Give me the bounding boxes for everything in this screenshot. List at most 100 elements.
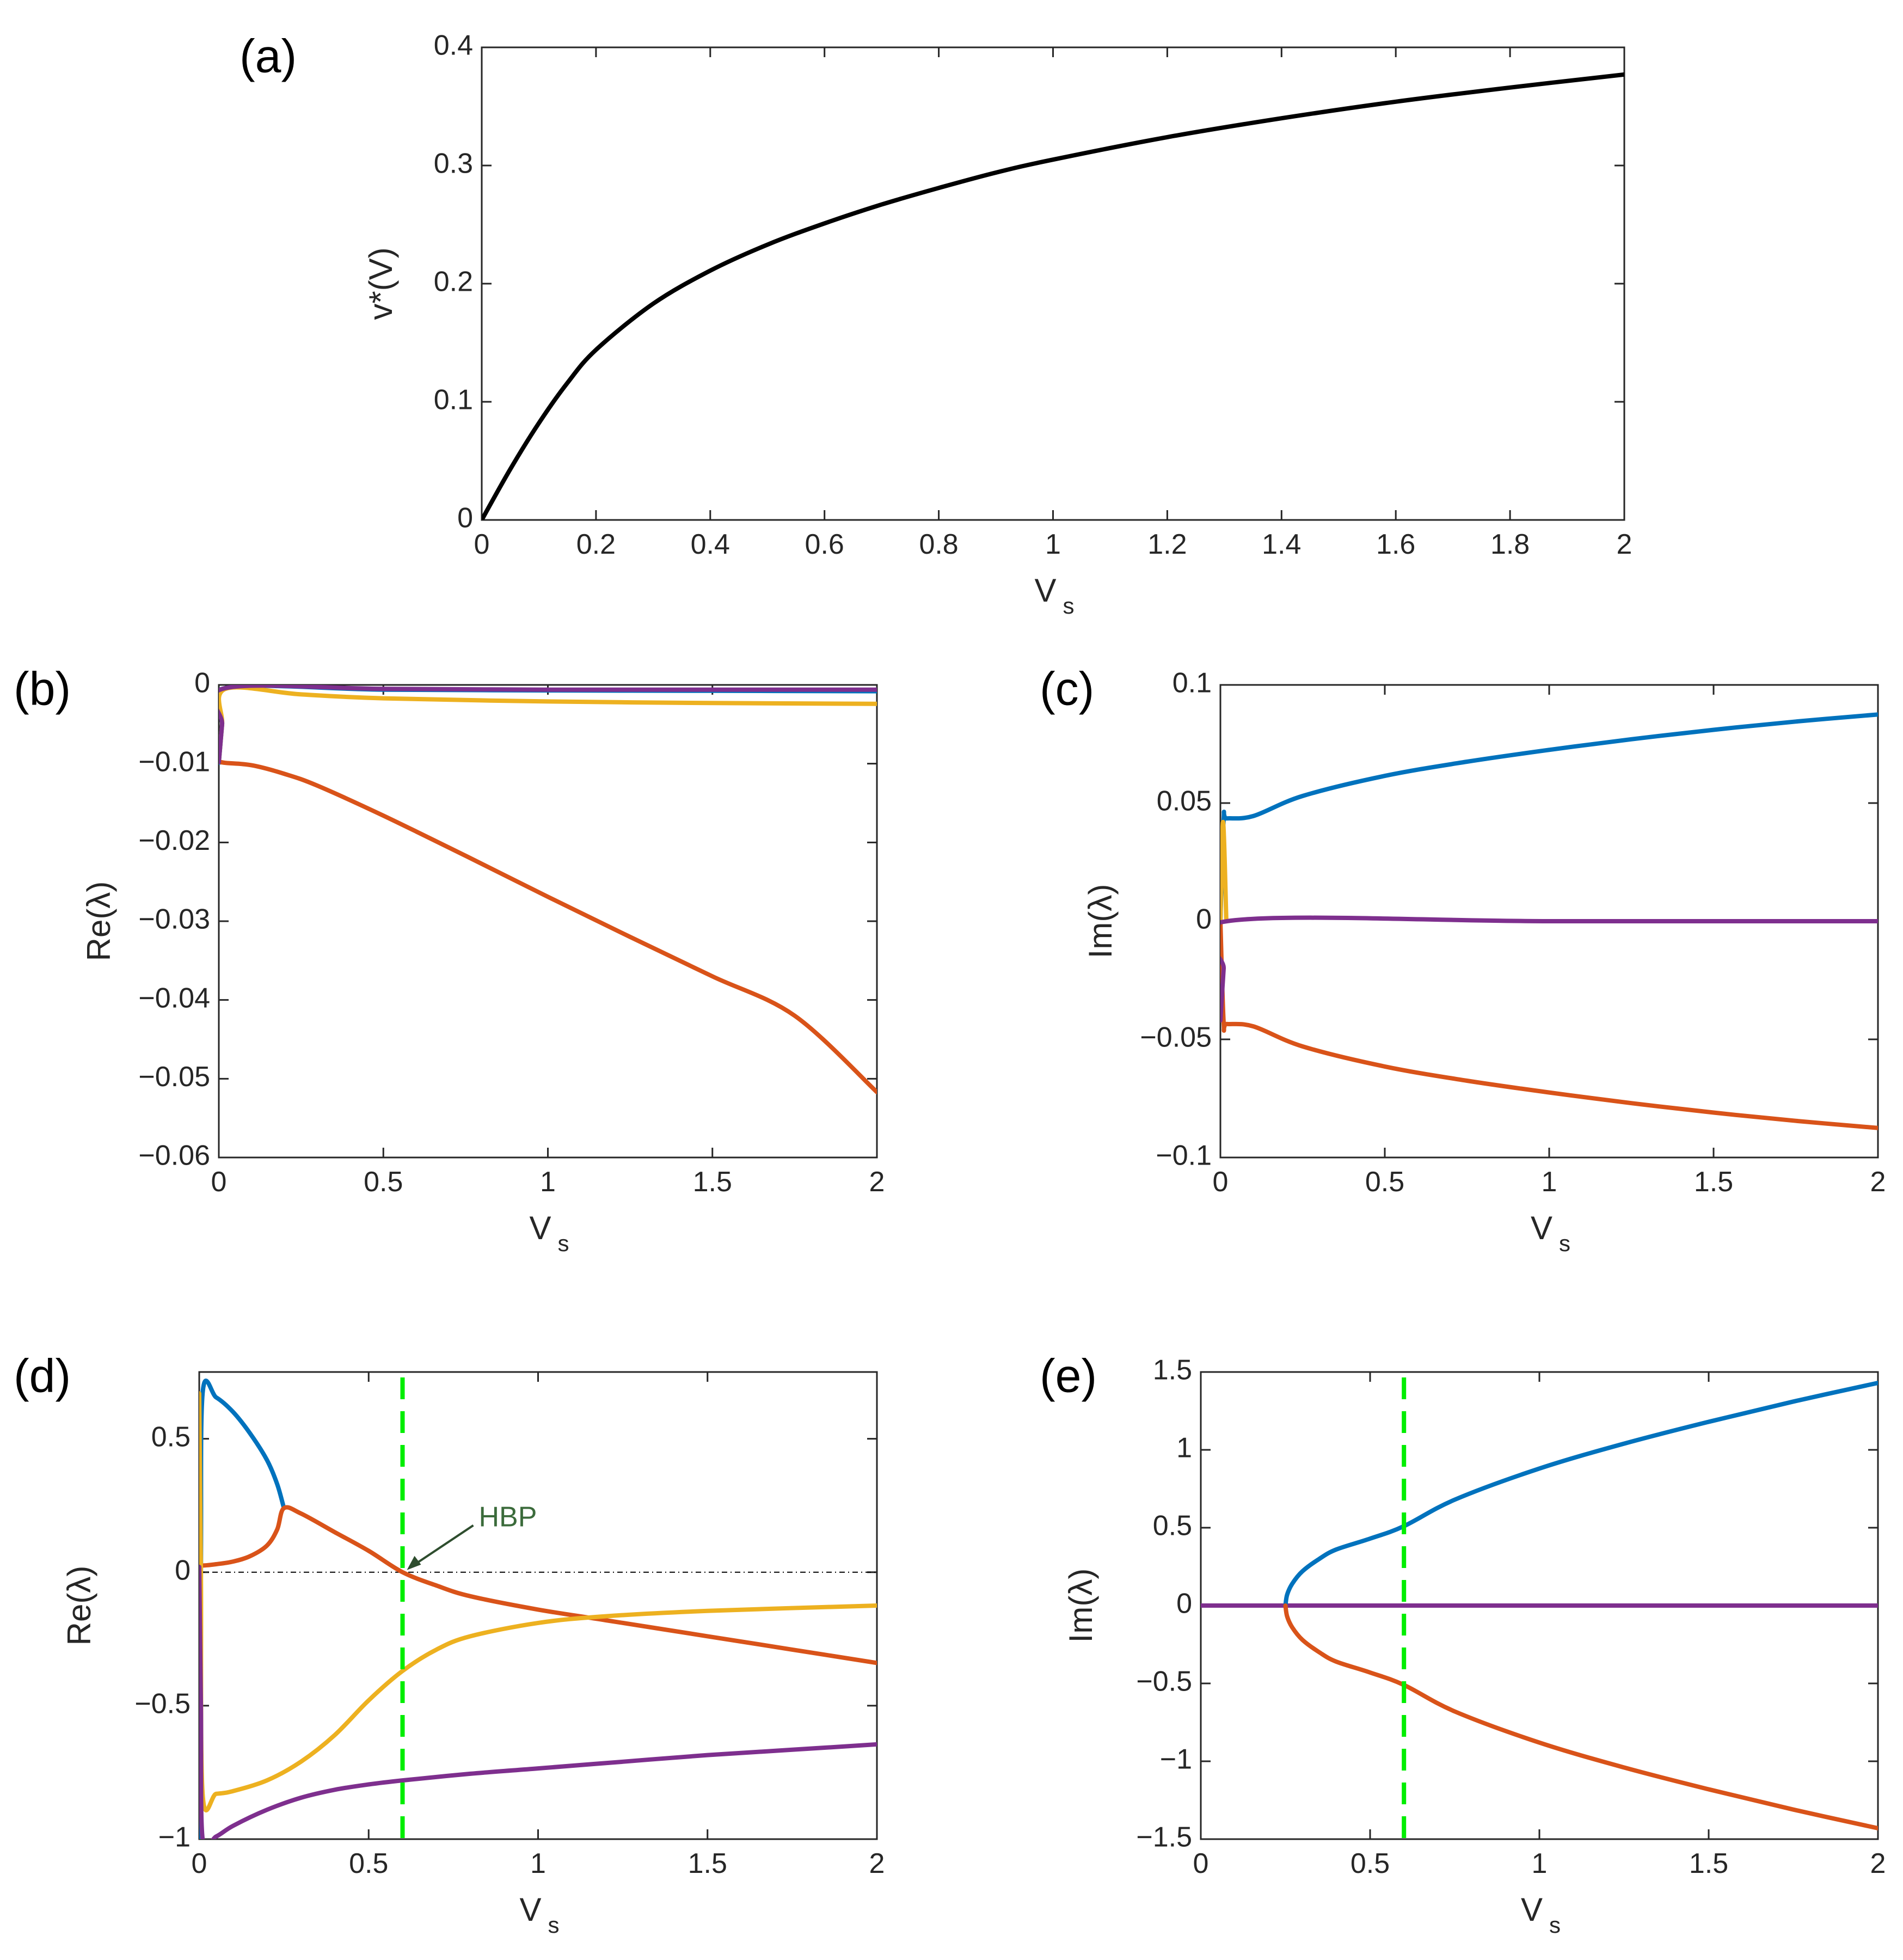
x-axis-label: V [1521,1891,1543,1928]
x-tick-label: 1.6 [1376,529,1415,560]
panel-e: (e) 0 0.5 1 1.5 2 1.5 1 0.5 0 −0.5 −1 −1.5 V s Im(λ) [1040,1350,1886,1938]
x-tick-label: 0 [1213,1166,1229,1198]
y-tick-label: −0.02 [138,825,210,856]
x-tick-label: 0.5 [1350,1848,1390,1879]
y-tick-label: 0.2 [434,266,473,298]
x-tick-label: 1 [540,1166,556,1198]
y-axis-label: Re(λ) [81,881,117,961]
series-line-orange [1220,919,1878,1130]
x-tick-label: 1.5 [693,1166,732,1198]
x-tick-label: 0.5 [1365,1166,1404,1198]
y-axis-label: v*(V) [363,247,399,320]
y-tick-label: 0 [457,503,473,534]
y-tick-label: 0.05 [1157,786,1212,817]
x-tick-label: 1.5 [688,1848,727,1879]
series-line-blue [1283,1381,1878,1608]
panel-b: (b) 0 0.5 1 1.5 2 0 −0.01 −0.02 −0.03 −0.04 −0.05 −0… [14,663,885,1256]
series-line-blue [1220,712,1878,923]
y-tick-label: −0.03 [138,904,210,935]
series-line-orange [219,759,877,1094]
annotation-hbp: HBP [479,1501,537,1533]
x-tick-label: 1 [530,1848,546,1879]
y-tick-label: −0.04 [138,982,210,1014]
x-tick-label: 2 [869,1166,885,1198]
y-tick-label: −0.1 [1156,1140,1212,1172]
x-tick-label: 0 [1193,1848,1209,1879]
series-line-purple [219,685,877,764]
series-line-orange [199,1505,877,1665]
y-tick-label: 0 [1196,904,1212,935]
x-tick-label: 0 [474,529,490,560]
y-tick-label: 0.4 [434,30,473,62]
x-tick-label: 0 [192,1848,207,1879]
x-axis-label-subscript: s [558,1230,569,1256]
y-tick-label: −0.5 [134,1688,191,1720]
panel-d: (d) 0 0.5 1 1.5 2 0.5 0 −0.5 −1 V s Re(λ) HBP [14,1350,885,1938]
x-axis-label: V [1034,572,1056,609]
y-tick-label: 0.5 [151,1421,191,1453]
series-line-v* [482,72,1624,520]
panel-label-a: (a) [240,30,297,83]
x-axis-label-subscript: s [1559,1230,1570,1256]
panel-label-c: (c) [1040,663,1094,715]
y-tick-label: 0.3 [434,148,473,180]
y-tick-label: 0 [175,1554,191,1586]
series-line-orange [1283,1603,1878,1830]
x-axis-label-subscript: s [1549,1912,1561,1938]
x-tick-label: 1.4 [1262,529,1301,560]
series-line-purple [199,1564,877,1839]
x-tick-label: 0.8 [919,529,958,560]
series-line-yellow [219,685,877,764]
x-tick-label: 0.6 [805,529,844,560]
y-tick-label: −0.05 [1140,1022,1212,1054]
annotation-arrow [414,1524,474,1566]
y-tick-label: 0 [194,667,210,699]
y-tick-label: 1 [1176,1432,1192,1464]
y-tick-label: 0.1 [434,384,473,416]
x-axis-label-subscript: s [1063,593,1075,618]
x-tick-label: 0 [211,1166,227,1198]
x-tick-label: 0.2 [576,529,616,560]
y-tick-label: −0.01 [138,746,210,777]
y-tick-label: −1.5 [1136,1822,1192,1853]
panel-label-e: (e) [1040,1350,1097,1402]
y-axis-label: Re(λ) [61,1566,97,1646]
x-tick-label: 2 [1870,1848,1886,1879]
panel-c: (c) 0 0.5 1 1.5 2 0.1 0.05 0 −0.05 −0.1 V s Im(λ) [1040,663,1886,1256]
panel-label-d: (d) [14,1350,71,1402]
x-tick-label: 2 [869,1848,885,1879]
x-tick-label: 0.5 [364,1166,403,1198]
x-tick-label: 1.2 [1147,529,1187,560]
x-tick-label: 1 [1532,1848,1548,1879]
y-tick-label: 0.5 [1153,1510,1192,1542]
annotation-arrowhead [407,1555,421,1570]
x-axis-label: V [529,1210,551,1246]
x-tick-label: 0.4 [691,529,730,560]
y-tick-label: −0.05 [138,1061,210,1093]
x-axis-label-subscript: s [548,1912,560,1938]
y-tick-label: −1 [158,1822,191,1853]
x-tick-label: 1.5 [1689,1848,1728,1879]
y-tick-label: −0.06 [138,1140,210,1172]
y-tick-label: 0 [1176,1588,1192,1620]
panel-label-b: (b) [14,663,71,715]
x-tick-label: 1.5 [1694,1166,1733,1198]
x-tick-label: 0.5 [349,1848,388,1879]
x-tick-label: 1 [1045,529,1061,560]
series-line-yellow [1220,819,1229,923]
y-tick-label: −1 [1160,1744,1192,1775]
y-tick-label: 0.1 [1173,667,1212,699]
panel-a: (a) 0 0.2 0.4 0.6 0.8 1 1.2 1.4 1.6 1.8 2 0 0.1 0.2 0.3… [240,30,1632,618]
y-axis-label: Im(λ) [1063,1569,1099,1643]
x-tick-label: 1.8 [1490,529,1530,560]
x-axis-label: V [519,1891,541,1928]
x-tick-label: 2 [1617,529,1632,560]
y-axis-label: Im(λ) [1082,884,1119,959]
y-tick-label: −0.5 [1136,1666,1192,1698]
x-tick-label: 2 [1870,1166,1886,1198]
y-tick-label: 1.5 [1153,1355,1192,1386]
x-tick-label: 1 [1542,1166,1557,1198]
x-axis-label: V [1531,1210,1552,1246]
series-line-purple [1220,915,1878,1023]
